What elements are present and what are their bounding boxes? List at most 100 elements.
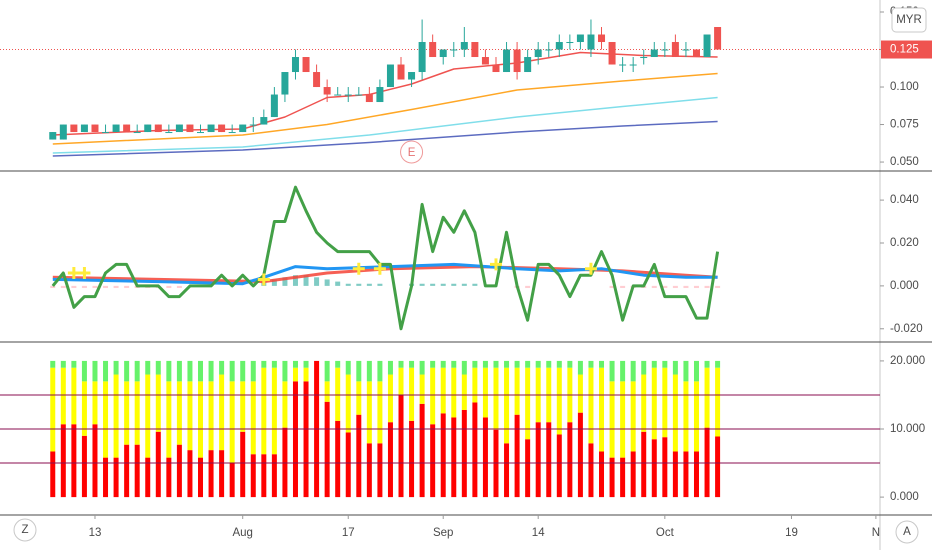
histogram-bar [324,279,330,286]
earnings-marker[interactable] [400,140,424,164]
stacked-bar [472,402,478,498]
stacked-bar [588,443,594,498]
stacked-bar [335,360,341,368]
stacked-bar [124,381,130,445]
stacked-bar [567,422,573,498]
histogram-bar [271,279,277,286]
candle-body [640,57,648,59]
candle-body [313,72,321,88]
candle-body [576,34,584,43]
stacked-bar [535,422,541,498]
stacked-bar [715,436,721,498]
y-tick-label: -0.020 [890,323,923,335]
stacked-bar [577,374,583,413]
auto-scale-button[interactable] [895,520,919,544]
stacked-bar [145,457,151,498]
stacked-bar [113,360,119,375]
stacked-bar [588,360,594,368]
candle-body [80,124,88,133]
candle-body [376,87,384,103]
stacked-bar [261,454,267,498]
stacked-bar [335,420,341,498]
candle-body [650,49,658,58]
stacked-bar [419,374,425,404]
candle-body [59,124,67,140]
stacked-bar [461,360,467,375]
y-tick-label: 0.000 [890,491,919,503]
stacked-bar [651,360,657,368]
stacked-bar [451,417,457,498]
candle-body [513,49,521,73]
stacked-bar [366,360,372,382]
stacked-bar [493,360,499,368]
stacked-bar [50,451,56,498]
stacked-bar [366,443,372,498]
candle-body [608,42,616,65]
stacked-bar [166,360,172,382]
histogram-bar [92,285,98,289]
stacked-bar [282,381,288,428]
candle-body [260,117,268,125]
histogram-bar [282,277,288,286]
stacked-bar [176,444,182,498]
stacked-bar [240,360,246,382]
candle-body [397,64,405,80]
stacked-bar [514,360,520,368]
candle-body [249,124,257,126]
candle-body [344,94,352,96]
stacked-bar [525,367,531,440]
stacked-bar [103,381,109,458]
candle-body [418,42,426,73]
moving-average [52,120,718,157]
indicator-line [52,262,718,286]
candle-body [429,42,437,58]
zoom-button-label[interactable]: Z [21,524,28,536]
stacked-bar [514,414,520,498]
stacked-bar [324,401,330,498]
stacked-bar [493,367,499,430]
stacked-bar [134,444,140,498]
stacked-bar [356,381,362,415]
stacked-bar [377,443,383,498]
currency-box[interactable] [891,7,927,33]
histogram-bar [672,285,678,289]
auto-scale-button-label[interactable]: A [903,526,911,538]
stacked-bar [198,360,204,382]
stacked-bar [345,374,351,433]
stacked-bar [609,381,615,458]
stacked-bar [535,360,541,368]
histogram-bar [366,283,372,286]
candle-body [239,124,247,133]
stacked-bar [292,360,298,368]
stacked-bar [229,463,235,498]
stacked-bar [155,374,161,432]
currency-label[interactable]: MYR [896,14,922,26]
stacked-bar [198,381,204,458]
histogram-bar [419,283,425,286]
stacked-bar [409,420,415,498]
histogram-bar [81,285,87,289]
cross-marker [584,262,597,275]
x-tick-label: N [872,527,880,539]
candle-body [197,132,205,134]
histogram-bar [472,283,478,286]
stacked-bar [504,367,510,444]
candle-body [270,94,278,118]
stacked-bar [176,381,182,445]
stacked-bar [103,360,109,382]
zoom-button[interactable] [13,518,37,542]
stacked-bar [630,381,636,452]
histogram-bar [335,281,341,286]
stacked-bar [71,424,77,498]
histogram-bar [430,283,436,286]
stacked-bar [303,381,309,498]
candle-body [692,49,700,58]
earnings-label[interactable]: E [408,147,416,159]
candle-body [503,49,511,73]
candle-body [629,64,637,66]
stacked-bar [303,360,309,368]
histogram-bar [314,277,320,286]
stacked-bar [155,431,161,498]
stacked-bar [599,367,605,452]
